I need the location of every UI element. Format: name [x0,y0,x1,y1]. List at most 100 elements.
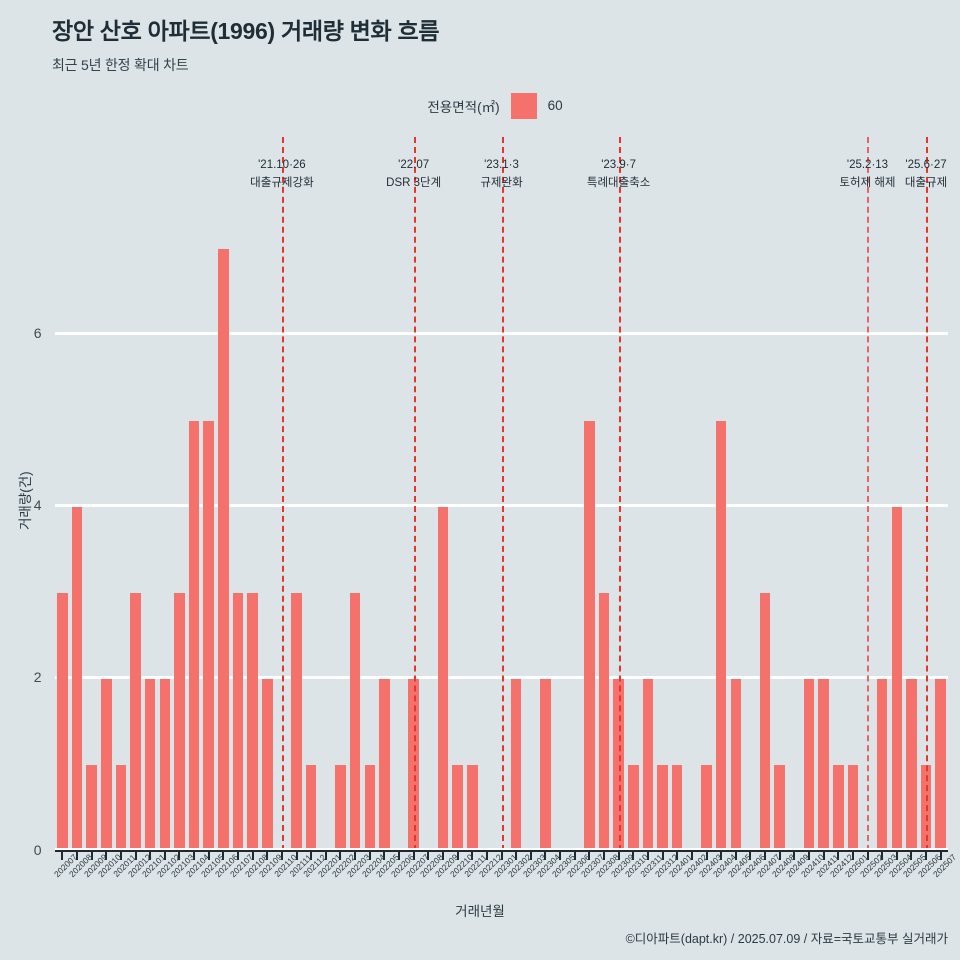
bar[interactable] [174,592,185,851]
x-axis-tick-label: 202412 [828,851,856,880]
bar[interactable] [305,764,317,851]
bar[interactable] [57,592,68,851]
bar-slot [685,197,700,851]
bar[interactable] [584,420,595,851]
bar-slot [670,197,685,851]
x-tick-mark [251,851,254,860]
bar[interactable] [130,592,141,851]
bar[interactable] [349,592,361,851]
event-date: '25.6·27 [905,159,947,171]
x-tick-mark [822,851,825,860]
x-axis-tick-label: 202501 [842,851,871,880]
bar[interactable] [291,592,302,851]
legend-series-label: 60 [547,98,563,114]
bar[interactable] [379,678,390,851]
x-tick [685,851,700,860]
bar[interactable] [906,678,917,851]
bar[interactable] [437,506,449,851]
bar[interactable] [71,506,83,851]
bar[interactable] [701,764,712,851]
bar-slot [758,197,773,851]
bar[interactable] [144,678,156,851]
x-axis-tick-label: 202407 [755,851,783,880]
bar[interactable] [891,506,903,851]
x-tick-mark [75,851,78,860]
x-axis-tick-label: 202012 [125,851,153,880]
bar[interactable] [935,678,947,851]
bar[interactable] [262,678,273,851]
bar[interactable] [642,678,654,851]
x-tick [304,851,319,860]
bar[interactable] [247,592,258,851]
bar[interactable] [408,678,419,851]
bar-slot [480,197,495,851]
x-tick [890,851,905,860]
x-tick-mark [163,851,166,860]
bar[interactable] [803,678,815,851]
x-axis-tick-label: 202302 [506,851,534,880]
x-label-slot: 202403 [696,852,723,922]
bar[interactable] [847,764,859,851]
bar[interactable] [364,764,376,851]
bar[interactable] [920,764,932,851]
bar[interactable] [232,592,244,851]
x-tick-mark [266,851,269,860]
y-axis-tick-label: 0 [33,841,42,858]
x-label-slot: 202109 [257,852,284,922]
x-tick-mark [764,851,767,860]
bar[interactable] [715,420,727,851]
bar-slot [275,197,290,851]
x-tick [172,851,187,860]
x-label-slot: 202501 [843,852,870,922]
bar[interactable] [86,764,97,851]
bar[interactable] [833,764,844,851]
x-label-slot: 202201 [316,852,343,922]
bar[interactable] [818,678,829,851]
x-tick-mark [90,851,93,860]
x-label-slot: 202409 [784,852,811,922]
bar[interactable] [598,592,610,851]
bar[interactable] [730,678,742,851]
bar[interactable] [613,678,624,851]
bar[interactable] [774,764,785,851]
bar[interactable] [218,248,229,851]
bar[interactable] [159,678,171,851]
bar[interactable] [540,678,551,851]
bar-slot [436,197,451,851]
x-tick [904,851,919,860]
x-tick-mark [515,851,518,860]
bar[interactable] [759,592,771,851]
bar[interactable] [671,764,683,851]
event-label: '23.1·3 규제완화 [480,157,522,193]
bar[interactable] [203,420,214,851]
bar[interactable] [510,678,522,851]
x-axis-tick-label: 202401 [667,851,695,880]
bar-slot [172,197,187,851]
x-tick [231,851,246,860]
bar[interactable] [188,420,200,851]
event-date: '21.10·26 [258,159,306,171]
bar-slot [933,197,948,851]
x-tick [919,851,934,860]
x-tick [846,851,861,860]
bar[interactable] [657,764,668,851]
x-tick-mark [646,851,649,860]
x-axis-tick-label: 202309 [608,851,636,880]
x-tick-mark [61,851,64,860]
bar[interactable] [628,764,639,851]
legend-title: 전용면적(㎡) [427,99,500,115]
bar[interactable] [335,764,346,851]
bar[interactable] [452,764,463,851]
x-tick [377,851,392,860]
x-tick [582,851,597,860]
x-tick-mark [237,851,239,860]
bar-slot [699,197,714,851]
x-tick [187,851,202,860]
bar[interactable] [100,678,112,851]
bar[interactable] [115,764,127,851]
x-axis-tick-label: 202308 [593,851,622,880]
x-axis-tick-label: 202102 [154,851,182,880]
bar[interactable] [466,764,478,851]
bar[interactable] [876,678,888,851]
